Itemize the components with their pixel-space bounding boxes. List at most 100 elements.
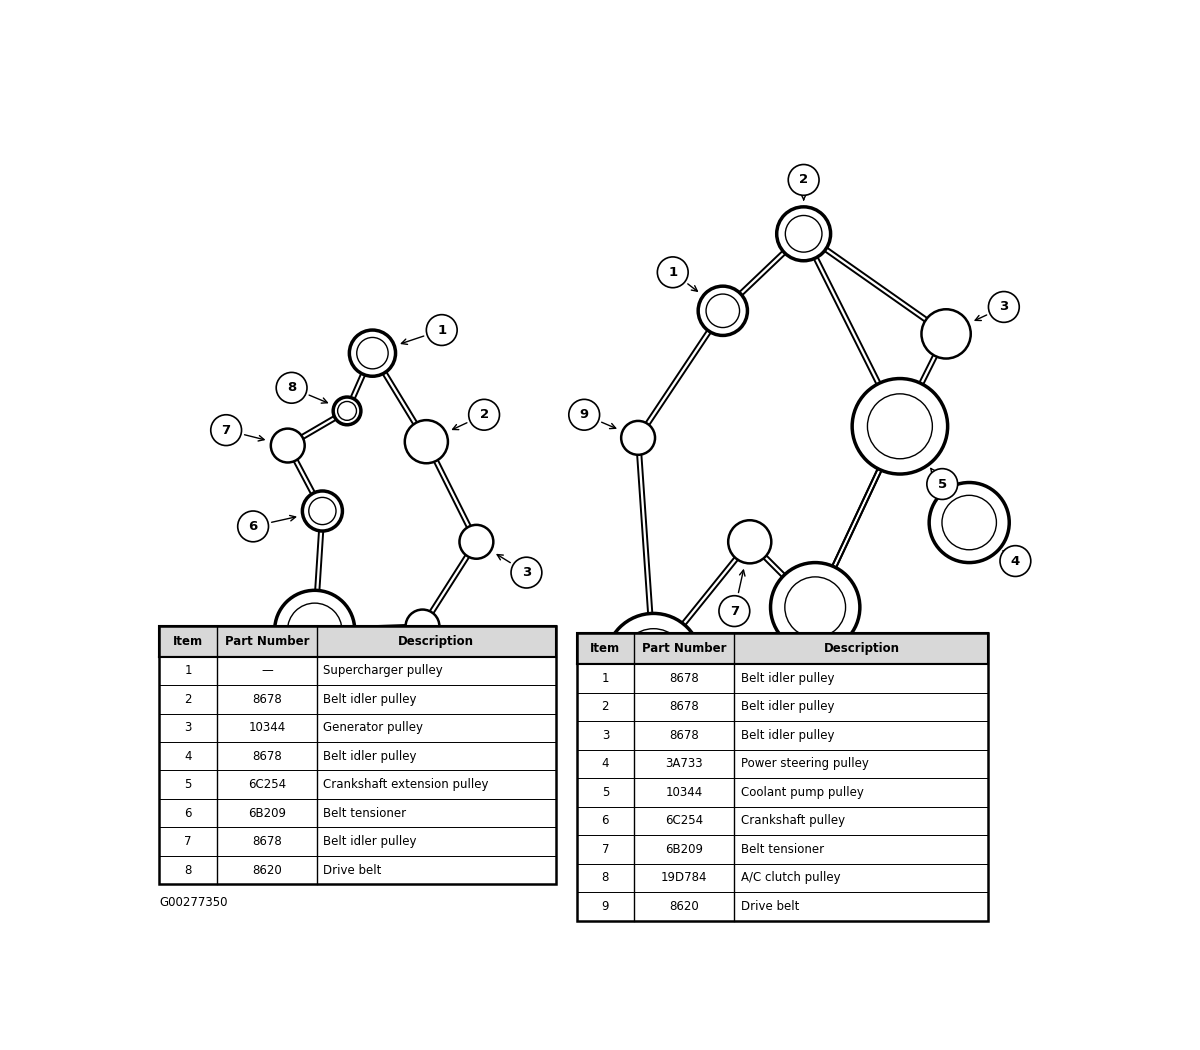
Text: 4: 4 — [1010, 554, 1020, 568]
Text: 7: 7 — [222, 423, 230, 437]
Circle shape — [404, 420, 448, 463]
Text: Belt idler pulley: Belt idler pulley — [323, 750, 416, 762]
Bar — [160, 626, 556, 656]
Text: Belt tensioner: Belt tensioner — [323, 806, 407, 820]
Text: 8678: 8678 — [670, 700, 700, 713]
Bar — [160, 827, 556, 856]
Text: G00277350: G00277350 — [160, 896, 228, 908]
Text: 10344: 10344 — [248, 721, 286, 734]
Circle shape — [238, 511, 269, 542]
Text: Item: Item — [590, 643, 620, 655]
Text: 8678: 8678 — [670, 672, 700, 685]
Text: Belt idler pulley: Belt idler pulley — [740, 672, 834, 685]
Text: 6: 6 — [185, 806, 192, 820]
Text: Crankshaft pulley: Crankshaft pulley — [740, 815, 845, 827]
Text: 3A733: 3A733 — [666, 757, 703, 771]
Circle shape — [211, 415, 241, 445]
Bar — [576, 693, 989, 721]
Circle shape — [658, 257, 688, 288]
Bar — [576, 892, 989, 921]
Text: —: — — [262, 665, 272, 677]
Text: 4: 4 — [185, 750, 192, 762]
Bar — [576, 633, 989, 665]
Text: 7: 7 — [730, 605, 739, 617]
Bar — [160, 656, 556, 685]
Text: 3: 3 — [185, 721, 192, 734]
Text: Belt idler pulley: Belt idler pulley — [740, 700, 834, 713]
Text: Crankshaft extension pulley: Crankshaft extension pulley — [323, 778, 488, 792]
Bar — [576, 721, 989, 750]
Bar — [576, 633, 989, 921]
Circle shape — [302, 491, 342, 531]
Circle shape — [929, 483, 1009, 563]
Text: Part Number: Part Number — [224, 634, 310, 648]
Text: 4: 4 — [484, 639, 492, 652]
Text: Supercharger pulley: Supercharger pulley — [323, 665, 443, 677]
Bar — [160, 799, 556, 827]
Text: 5: 5 — [185, 778, 192, 792]
Text: Belt idler pulley: Belt idler pulley — [323, 693, 416, 706]
Text: 8: 8 — [601, 872, 610, 884]
Text: Coolant pump pulley: Coolant pump pulley — [740, 786, 863, 799]
Bar — [576, 835, 989, 864]
Circle shape — [770, 563, 860, 652]
Text: 6: 6 — [248, 520, 258, 533]
Circle shape — [698, 287, 748, 335]
Text: Generator pulley: Generator pulley — [323, 721, 424, 734]
Text: 2: 2 — [480, 408, 488, 421]
Text: 1: 1 — [601, 672, 610, 685]
Text: 6B209: 6B209 — [665, 843, 703, 856]
Text: Belt tensioner: Belt tensioner — [740, 843, 823, 856]
Text: Item: Item — [173, 634, 203, 648]
Text: 5: 5 — [601, 786, 610, 799]
Text: 7: 7 — [601, 843, 610, 856]
Text: 8678: 8678 — [252, 750, 282, 762]
Circle shape — [788, 165, 820, 195]
Bar — [160, 771, 556, 799]
Text: 9: 9 — [580, 408, 589, 421]
Bar — [160, 626, 556, 884]
Circle shape — [275, 590, 355, 670]
Circle shape — [511, 558, 542, 588]
Text: Belt idler pulley: Belt idler pulley — [323, 835, 416, 848]
Bar — [576, 864, 989, 892]
Circle shape — [852, 379, 948, 474]
Circle shape — [460, 525, 493, 559]
Bar — [576, 806, 989, 835]
Text: 8678: 8678 — [670, 729, 700, 742]
Circle shape — [799, 653, 830, 685]
Circle shape — [728, 520, 772, 564]
Circle shape — [469, 399, 499, 430]
Text: 6: 6 — [810, 663, 820, 675]
Text: 5: 5 — [937, 478, 947, 490]
Text: Description: Description — [823, 643, 900, 655]
Text: 4: 4 — [601, 757, 610, 771]
Circle shape — [334, 397, 361, 425]
Text: 8620: 8620 — [252, 864, 282, 877]
Text: 1: 1 — [437, 323, 446, 337]
Text: A/C clutch pulley: A/C clutch pulley — [740, 872, 840, 884]
Text: Belt idler pulley: Belt idler pulley — [740, 729, 834, 742]
Text: 1: 1 — [668, 266, 677, 279]
Text: 9: 9 — [601, 900, 610, 912]
Text: 6C254: 6C254 — [248, 778, 286, 792]
Text: Drive belt: Drive belt — [323, 864, 382, 877]
Text: Part Number: Part Number — [642, 643, 726, 655]
Text: 8: 8 — [185, 864, 192, 877]
Circle shape — [1000, 546, 1031, 576]
Text: 10344: 10344 — [666, 786, 703, 799]
Bar — [576, 750, 989, 778]
Text: 6: 6 — [601, 815, 610, 827]
Text: 8620: 8620 — [670, 900, 700, 912]
Bar — [160, 685, 556, 714]
Text: 3: 3 — [522, 566, 532, 580]
Circle shape — [926, 468, 958, 500]
Bar — [160, 714, 556, 742]
Text: 8678: 8678 — [252, 693, 282, 706]
Circle shape — [276, 373, 307, 403]
Circle shape — [606, 613, 701, 709]
Circle shape — [638, 711, 668, 742]
Text: 6B209: 6B209 — [248, 806, 286, 820]
Text: 7: 7 — [185, 835, 192, 848]
Text: Power steering pulley: Power steering pulley — [740, 757, 869, 771]
